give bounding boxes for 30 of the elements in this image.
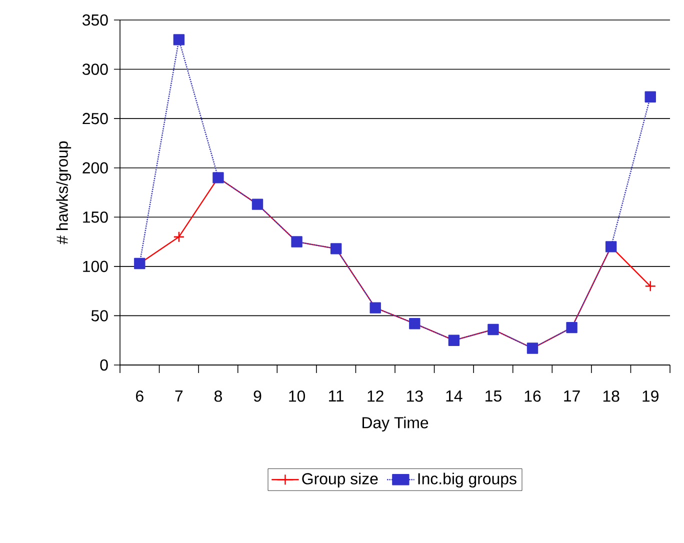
- x-tick-label: 12: [368, 390, 384, 402]
- x-tick-label: 16: [524, 390, 541, 402]
- x-tick-label: 17: [564, 390, 580, 402]
- point: [644, 280, 656, 292]
- point: [644, 91, 656, 102]
- y-tick-label: 250: [82, 112, 108, 124]
- x-tick-label: 9: [254, 390, 262, 402]
- x-axis-title: Day Time: [362, 416, 428, 432]
- point: [173, 34, 185, 46]
- x-tick-label: 15: [486, 390, 502, 402]
- x-tick-label: 10: [289, 390, 306, 402]
- legend-label: Inc.big groups: [418, 472, 516, 488]
- y-tick-label: 200: [82, 162, 108, 174]
- y-tick-label: 0: [100, 359, 108, 371]
- y-axis-title: # hawks/group: [56, 141, 72, 244]
- x-tick-label: 19: [642, 390, 658, 402]
- y-tick-label: 300: [82, 64, 108, 75]
- x-tick-label: 11: [329, 390, 344, 402]
- y-tick-label: 100: [83, 260, 108, 272]
- x-tick-label: 8: [214, 390, 222, 402]
- y-tick-label: 50: [91, 310, 108, 322]
- x-tick-label: 7: [175, 390, 183, 402]
- x-tick-label: 18: [603, 390, 620, 402]
- x-tick-label: 14: [446, 390, 462, 402]
- y-tick-label: 150: [83, 212, 108, 223]
- x-tick-label: 13: [407, 390, 423, 402]
- x-tick-label: 6: [136, 390, 144, 402]
- y-tick-label: 350: [82, 14, 108, 26]
- point: [173, 231, 185, 242]
- legend-label: Group size: [302, 472, 378, 488]
